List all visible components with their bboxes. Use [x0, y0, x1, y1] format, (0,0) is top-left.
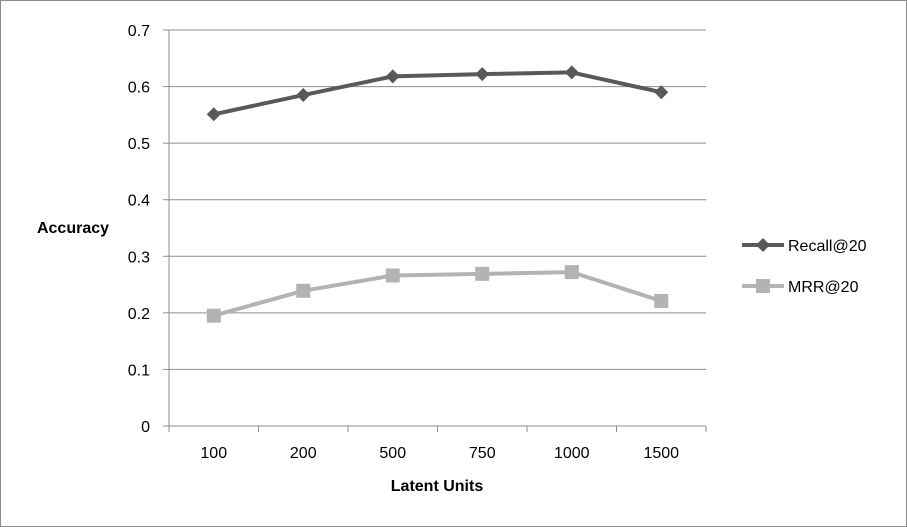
y-tick-label: 0.5 — [128, 136, 150, 153]
legend: Recall@20 MRR@20 — [742, 238, 867, 296]
x-tick-label: 750 — [469, 445, 496, 462]
data-point — [206, 107, 221, 122]
legend-label: Recall@20 — [788, 238, 867, 255]
series-lines — [206, 65, 669, 323]
series-line — [213, 70, 662, 117]
axes — [163, 29, 707, 432]
legend-label: MRR@20 — [788, 279, 859, 296]
y-tick-label: 0 — [141, 419, 150, 436]
y-tick-label: 0.2 — [128, 306, 150, 323]
y-axis-title: Accuracy — [37, 220, 109, 237]
y-tick-label: 0.4 — [128, 193, 150, 210]
legend-marker — [756, 238, 770, 252]
data-point — [296, 88, 311, 103]
x-axis-title: Latent Units — [391, 478, 484, 495]
legend-marker — [756, 279, 770, 293]
x-tick-label: 1000 — [554, 445, 590, 462]
x-tick-label: 500 — [379, 445, 406, 462]
data-point — [385, 268, 400, 283]
x-tick-label: 100 — [200, 445, 227, 462]
data-point — [475, 67, 490, 82]
gridlines — [169, 29, 706, 370]
y-tick-label: 0.6 — [128, 80, 150, 97]
data-point — [206, 308, 221, 323]
data-point — [296, 283, 311, 298]
y-tick-label: 0.3 — [128, 249, 150, 266]
y-tick-label: 0.1 — [128, 362, 150, 379]
data-point — [564, 265, 579, 280]
series-recall-20 — [206, 65, 669, 122]
data-point — [564, 65, 579, 80]
y-tick-labels: 0 0.1 0.2 0.3 0.4 0.5 0.6 0.7 — [128, 23, 150, 436]
data-point — [385, 69, 400, 84]
x-tick-label: 1500 — [643, 445, 679, 462]
x-tick-label: 200 — [290, 445, 317, 462]
x-tick-labels: 100 200 500 750 1000 1500 — [200, 445, 679, 462]
series-mrr-20 — [206, 265, 669, 323]
series-line — [213, 270, 662, 318]
y-tick-label: 0.7 — [128, 23, 150, 40]
data-point — [475, 266, 490, 281]
data-point — [654, 293, 669, 308]
data-point — [654, 85, 669, 100]
